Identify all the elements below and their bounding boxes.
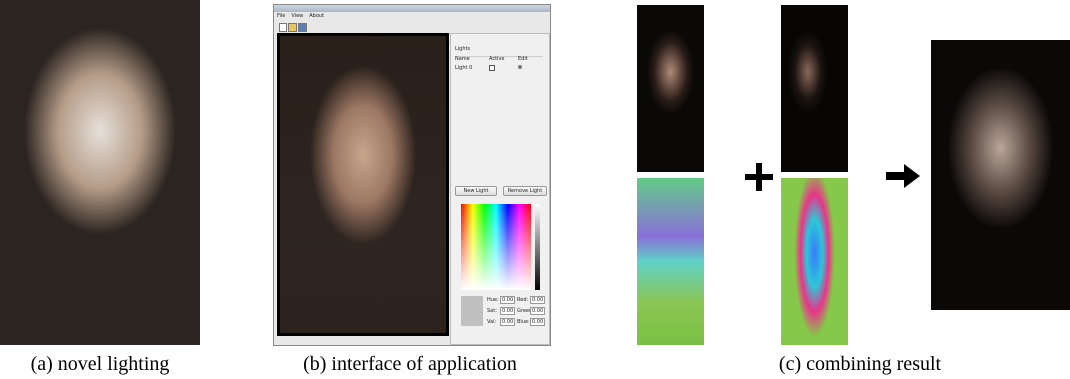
edit-icon[interactable] — [518, 65, 522, 69]
title-bar — [274, 5, 550, 12]
field-input[interactable]: 0.00 — [500, 318, 515, 326]
color-field: Val:0.00 — [487, 318, 517, 326]
active-checkbox[interactable] — [489, 65, 495, 71]
novel-lighting-image — [0, 0, 200, 345]
combined-result-image — [931, 40, 1070, 310]
field-label: Val: — [487, 319, 499, 325]
open-icon[interactable] — [288, 23, 297, 32]
color-field: Blue:0.00 — [517, 318, 547, 326]
field-label: Blue: — [517, 319, 529, 325]
color-picker[interactable] — [461, 204, 531, 290]
field-input[interactable]: 0.00 — [530, 296, 545, 304]
color-field: Red:0.00 — [517, 296, 547, 304]
row-name[interactable]: Light 0 — [455, 65, 472, 71]
weight-map-2 — [781, 178, 848, 345]
field-input[interactable]: 0.00 — [500, 307, 515, 315]
figure: FileViewAbout Lights NameActiveEdit Ligh… — [0, 0, 1070, 379]
field-label: Hue: — [487, 297, 499, 303]
field-label: Red: — [517, 297, 529, 303]
menu-item[interactable]: File — [277, 13, 285, 19]
plus-sign — [742, 160, 776, 194]
panel-title: Lights — [455, 46, 470, 52]
arrow — [884, 162, 922, 190]
new-icon[interactable] — [279, 23, 287, 32]
color-field: Hue:0.00 — [487, 296, 517, 304]
column-header: Name — [455, 56, 470, 62]
menu-item[interactable]: View — [291, 13, 303, 19]
caption: (a) novel lighting — [0, 353, 200, 376]
field-input[interactable]: 0.00 — [530, 307, 545, 315]
field-input[interactable]: 0.00 — [530, 318, 545, 326]
weight-map-1 — [637, 178, 704, 345]
color-field: Sat:0.00 — [487, 307, 517, 315]
color-swatch — [461, 296, 483, 326]
toolbar — [277, 21, 307, 31]
field-input[interactable]: 0.00 — [500, 296, 515, 304]
input-image-2 — [781, 5, 848, 172]
face-view — [277, 33, 449, 336]
color-field: Green:0.00 — [517, 307, 547, 315]
menu-bar: File View About — [277, 13, 324, 19]
caption: (b) interface of application — [260, 353, 560, 376]
new-light-button[interactable]: New Light — [455, 186, 497, 196]
value-slider[interactable] — [535, 204, 540, 290]
field-label: Green: — [517, 308, 529, 314]
column-header: Edit — [518, 56, 528, 62]
menu-item[interactable]: About — [309, 13, 324, 19]
save-icon[interactable] — [298, 23, 307, 32]
column-header: Active — [489, 56, 504, 62]
input-image-1 — [637, 5, 704, 172]
remove-light-button[interactable]: Remove Light — [503, 186, 547, 196]
caption: (c) combining result — [700, 353, 1020, 376]
field-label: Sat: — [487, 308, 499, 314]
